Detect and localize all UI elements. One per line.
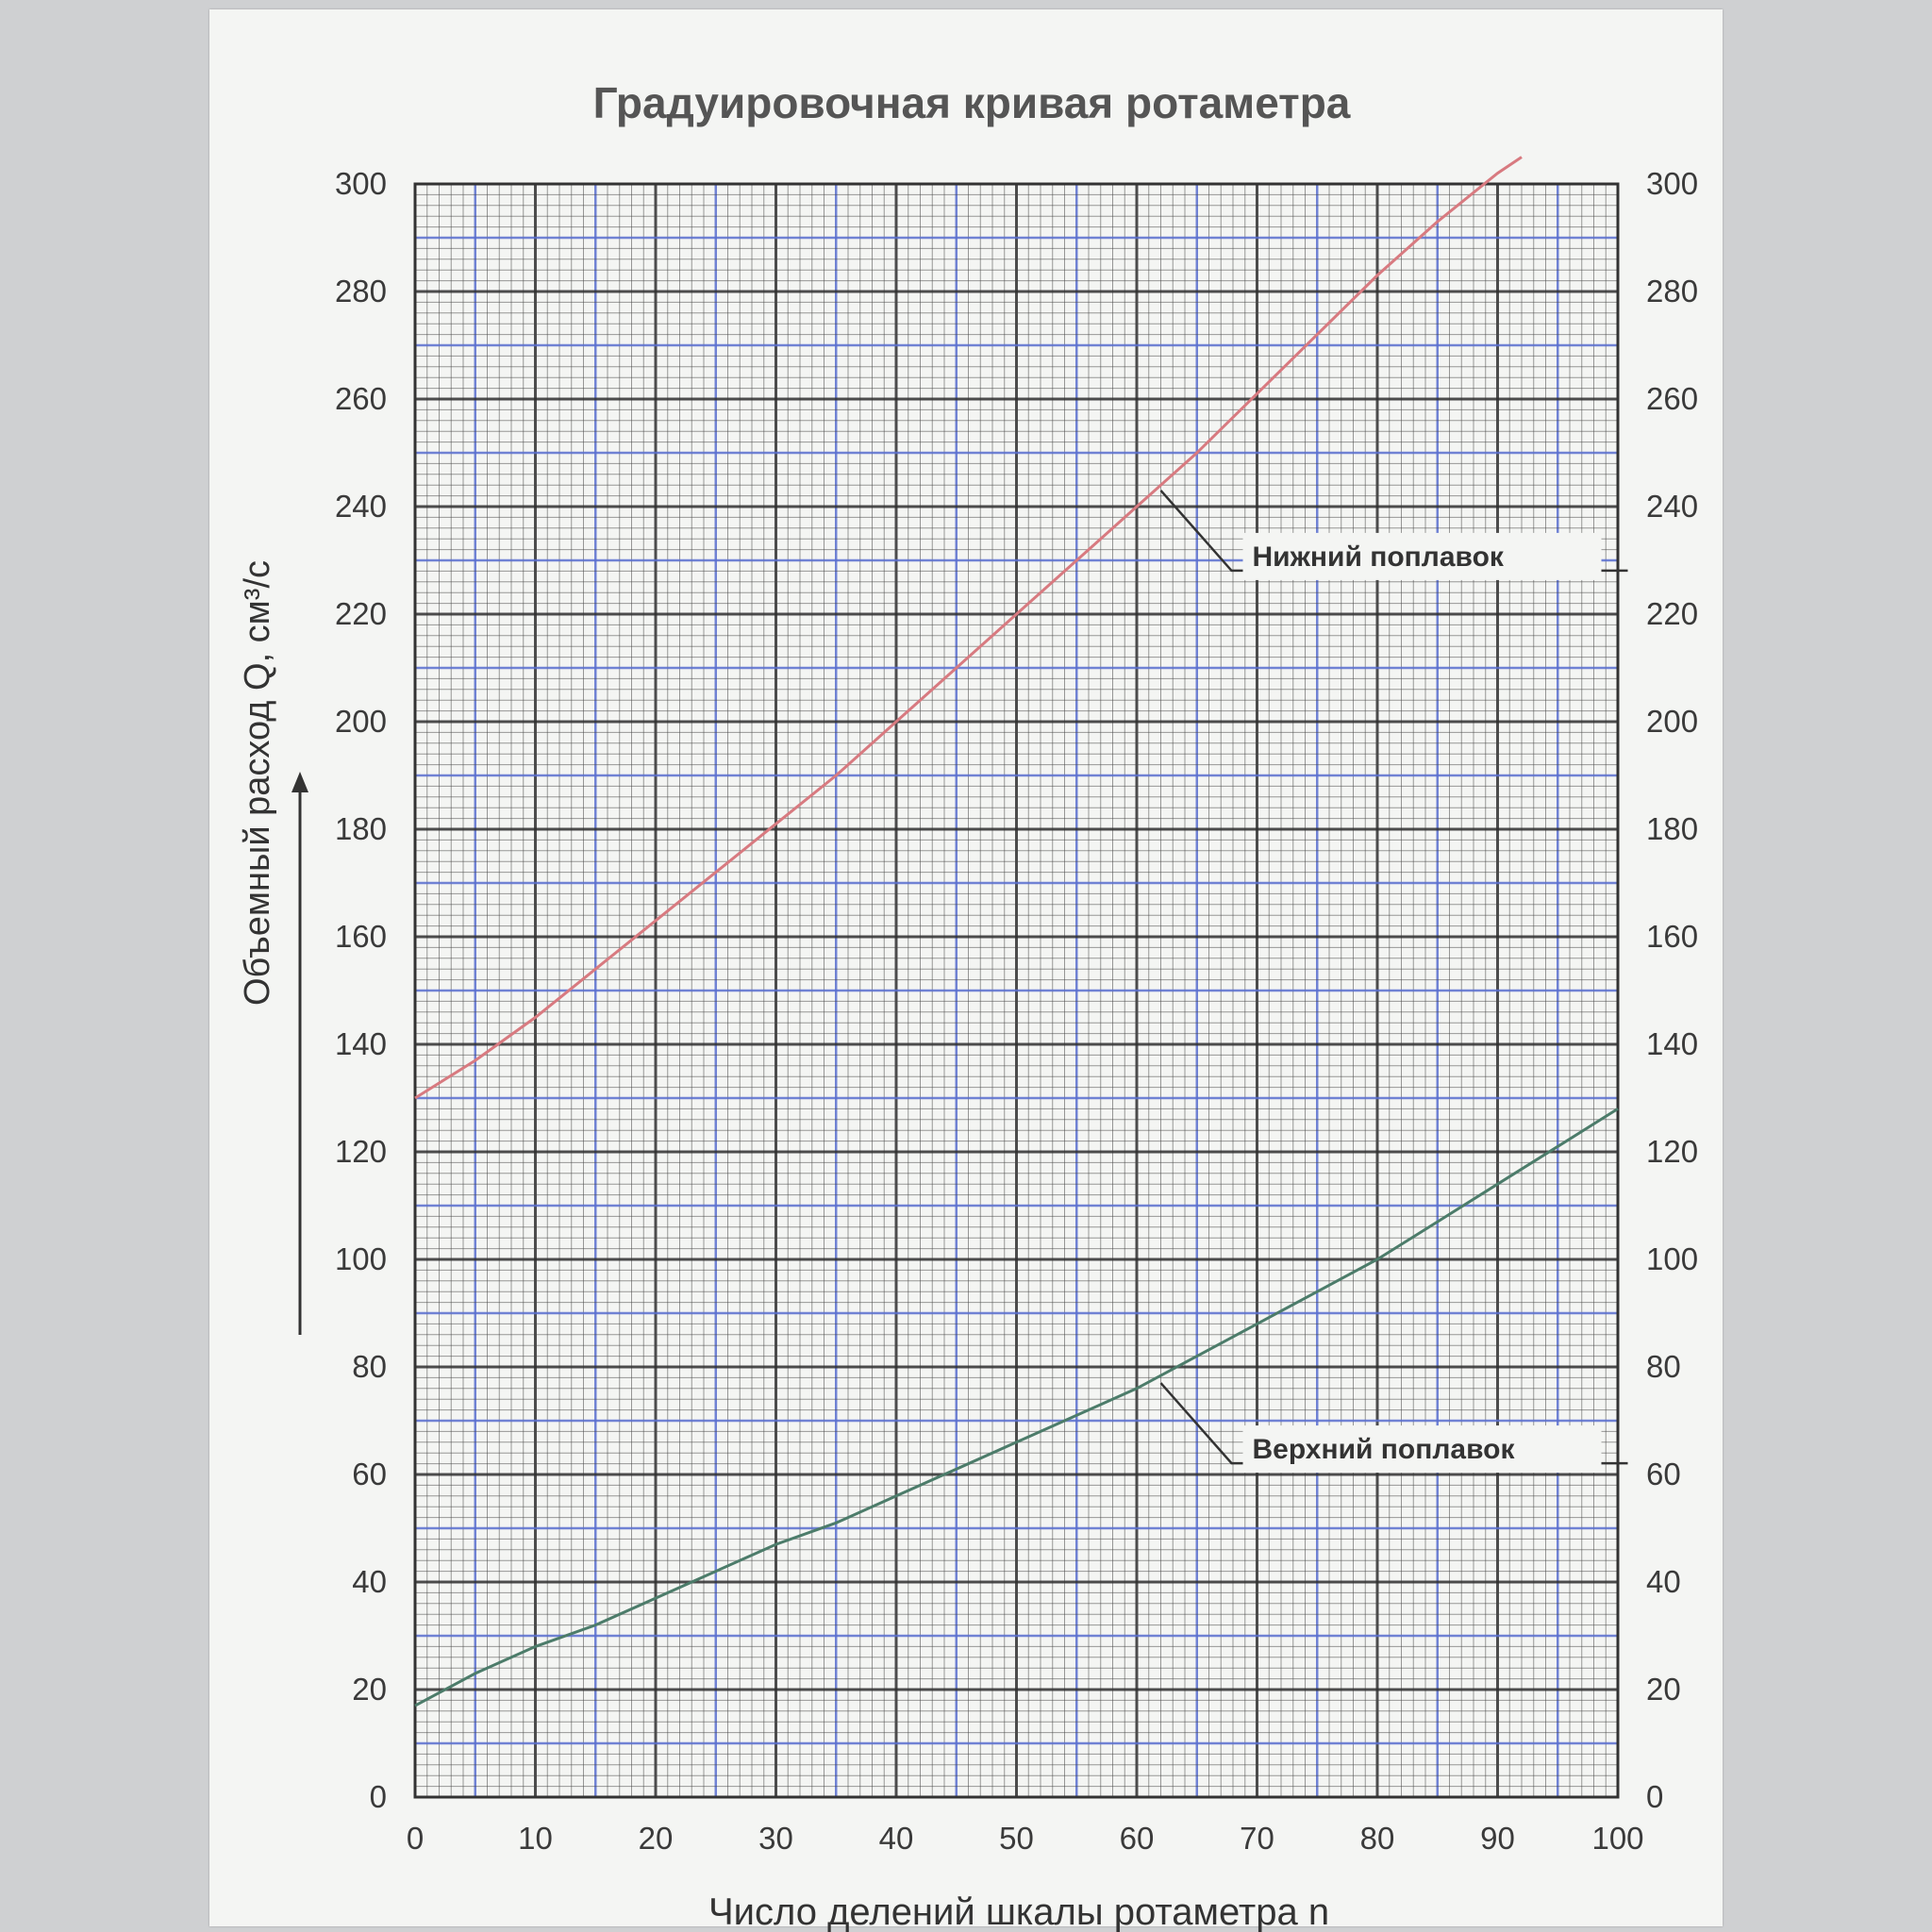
annotation-label-bg	[1242, 1425, 1602, 1474]
y-tick-label: 80	[352, 1349, 387, 1384]
y-tick-label: 240	[335, 489, 387, 524]
x-tick-label: 60	[1120, 1821, 1155, 1856]
y-tick-label: 60	[352, 1457, 387, 1491]
y-tick-label: 260	[335, 381, 387, 416]
y-tick-label-right: 180	[1646, 811, 1698, 846]
series-lines	[414, 156, 1619, 1707]
x-tick-label: 70	[1240, 1821, 1274, 1856]
paper-sheet	[209, 9, 1723, 1926]
y-tick-label: 220	[335, 596, 387, 631]
plot-frame	[413, 182, 1620, 1799]
x-tick-label: 80	[1360, 1821, 1395, 1856]
y-tick-label: 200	[335, 704, 387, 739]
y-tick-label-right: 140	[1646, 1026, 1698, 1061]
y-tick-label-right: 300	[1646, 166, 1698, 201]
plot-grid	[413, 182, 1620, 1799]
y-tick-label-right: 280	[1646, 274, 1698, 308]
x-tick-label: 40	[879, 1821, 914, 1856]
y-axis-label-group: Объемный расход Q, см³/с	[238, 560, 277, 1006]
x-tick-label: 30	[758, 1821, 793, 1856]
annotation-label: Нижний поплавок	[1253, 541, 1505, 573]
y-tick-label-right: 260	[1646, 381, 1698, 416]
y-tick-label-right: 40	[1646, 1564, 1681, 1599]
y-tick-label: 100	[335, 1241, 387, 1276]
y-tick-label: 160	[335, 919, 387, 954]
x-tick-label: 90	[1480, 1821, 1515, 1856]
x-axis-ticks: 0 10 20 30 40 50 60 70 80 90 100	[407, 1821, 1644, 1856]
y-tick-label-right: 60	[1646, 1457, 1681, 1491]
y-tick-label-right: 0	[1646, 1779, 1663, 1814]
series-line	[414, 1108, 1619, 1707]
x-tick-label: 20	[639, 1821, 674, 1856]
y-tick-label: 20	[352, 1672, 387, 1707]
y-tick-label-right: 200	[1646, 704, 1698, 739]
x-tick-label: 10	[518, 1821, 553, 1856]
series-line	[414, 156, 1523, 1100]
y-tick-label-right: 240	[1646, 489, 1698, 524]
annotation-label: Верхний поплавок	[1253, 1434, 1516, 1465]
chart-title: Градуировочная кривая ротаметра	[593, 78, 1351, 127]
y-tick-label-right: 100	[1646, 1241, 1698, 1276]
x-tick-label: 100	[1591, 1821, 1643, 1856]
y-tick-label-right: 80	[1646, 1349, 1681, 1384]
x-tick-label: 0	[407, 1821, 424, 1856]
y-axis-left-ticks: 0 20 40 60 80 100 120 140 160 180 200 220 240 260 280 3…	[335, 166, 387, 1814]
annotation-label-bg	[1242, 532, 1602, 580]
y-tick-label-right: 20	[1646, 1672, 1681, 1707]
y-tick-label-right: 160	[1646, 919, 1698, 954]
annotations: Нижний поплавок Верхний поплавок	[1159, 490, 1628, 1474]
y-tick-label-right: 120	[1646, 1134, 1698, 1169]
x-tick-label: 50	[999, 1821, 1034, 1856]
y-tick-label: 140	[335, 1026, 387, 1061]
y-tick-label: 40	[352, 1564, 387, 1599]
x-axis-label: Число делений шкалы ротаметра n	[708, 1891, 1329, 1932]
y-tick-label-right: 220	[1646, 596, 1698, 631]
y-axis-label: Объемный расход Q, см³/с	[238, 560, 277, 1006]
y-tick-label: 0	[370, 1779, 387, 1814]
y-axis-arrowhead	[291, 772, 308, 792]
y-tick-label: 180	[335, 811, 387, 846]
y-axis-right-ticks: 0 20 40 60 80 100 120 140 160 180 200 220 240 260 280 3…	[1646, 166, 1698, 1814]
y-tick-label: 120	[335, 1134, 387, 1169]
y-tick-label: 280	[335, 274, 387, 308]
y-tick-label: 300	[335, 166, 387, 201]
